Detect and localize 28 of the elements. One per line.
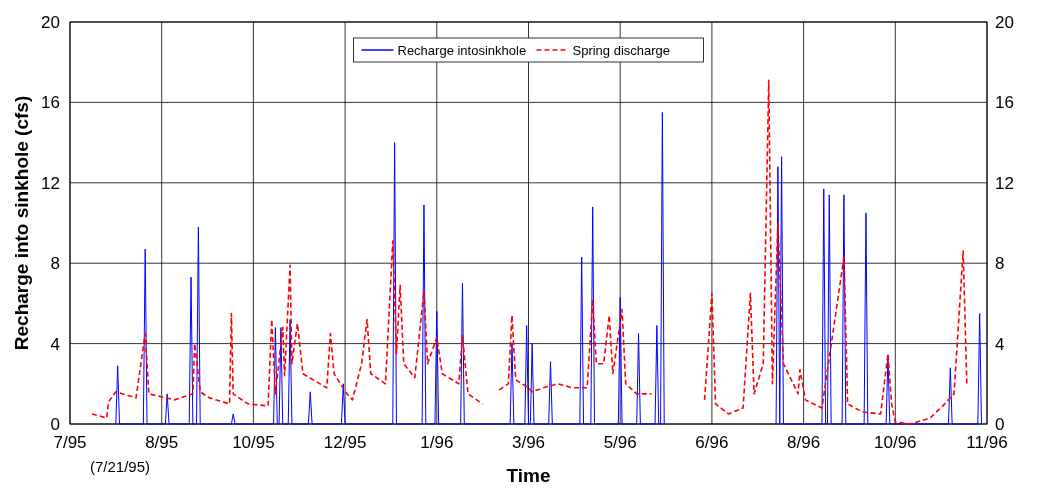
y-tick-label: 0 bbox=[50, 415, 60, 434]
y2-tick-label: 16 bbox=[995, 93, 1014, 113]
y-tick-label: 8 bbox=[50, 254, 60, 274]
y2-tick-label: 12 bbox=[995, 173, 1014, 193]
y2-tick-label: 0 bbox=[995, 415, 1005, 434]
x-tick-label: 8/96 bbox=[787, 433, 821, 452]
y-tick-label: 12 bbox=[41, 173, 60, 193]
x-tick-label: 7/95 bbox=[53, 433, 87, 452]
y2-tick-label: 20 bbox=[995, 13, 1014, 32]
y-axis-title: Recharge into sinkhole (cfs) bbox=[11, 95, 32, 351]
x-tick-label: 6/96 bbox=[695, 433, 729, 452]
y2-tick-label: 8 bbox=[995, 254, 1005, 274]
x-tick-label: 12/95 bbox=[323, 433, 367, 452]
y-tick-label: 16 bbox=[41, 93, 60, 113]
legend-label: Recharge intosinkhole bbox=[397, 43, 527, 58]
y2-tick-label: 4 bbox=[995, 334, 1005, 354]
x-tick-label: 5/96 bbox=[603, 433, 637, 452]
legend-label: Spring discharge bbox=[572, 43, 671, 58]
x-axis-title: Time bbox=[506, 465, 551, 486]
x-tick-label: 10/95 bbox=[232, 433, 275, 452]
x-tick-label: 1/96 bbox=[420, 433, 454, 452]
x-tick-label: 8/95 bbox=[145, 433, 179, 452]
x-tick-label: 10/96 bbox=[874, 433, 917, 452]
text: (7/21/95) bbox=[89, 458, 151, 475]
y-tick-label: 4 bbox=[50, 334, 60, 354]
x-tick-label: 3/96 bbox=[511, 433, 546, 452]
y-tick-label: 20 bbox=[41, 13, 60, 32]
x-tick-label: 11/96 bbox=[966, 433, 1008, 452]
